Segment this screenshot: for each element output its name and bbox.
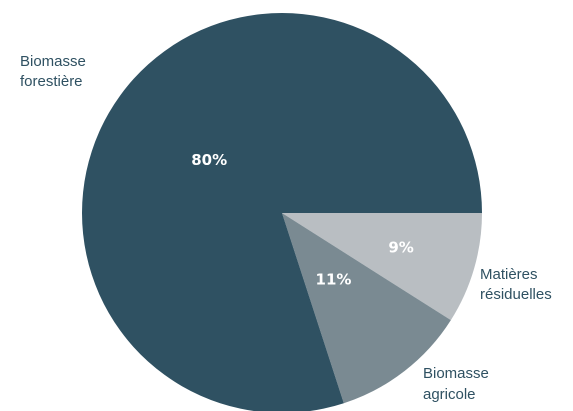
pie-slices — [82, 13, 482, 411]
category-label-line: Biomasse — [20, 53, 86, 70]
pie-slice-biomasse-forestiere — [82, 13, 482, 411]
pct-label-biomasse-agricole: 11% — [316, 270, 352, 288]
category-label-line: Matières — [480, 266, 538, 283]
category-label-line: agricole — [423, 386, 476, 403]
category-label-line: forestière — [20, 73, 83, 90]
category-label-biomasse-forestiere: Biomasse forestière — [20, 53, 86, 90]
percentage-labels: 9% 11% 80% — [191, 151, 414, 288]
category-label-biomasse-agricole: Biomasse agricole — [423, 365, 489, 403]
pct-label-biomasse-forestiere: 80% — [191, 151, 227, 169]
category-label-line: résiduelles — [480, 286, 552, 303]
pie-slice-matieres-residuelles — [282, 213, 482, 321]
category-label-matieres-residuelles: Matières résiduelles — [480, 266, 552, 303]
pct-label-matieres-residuelles: 9% — [388, 239, 413, 257]
pie-slice-biomasse-agricole — [282, 213, 451, 404]
category-label-line: Biomasse — [423, 365, 489, 382]
